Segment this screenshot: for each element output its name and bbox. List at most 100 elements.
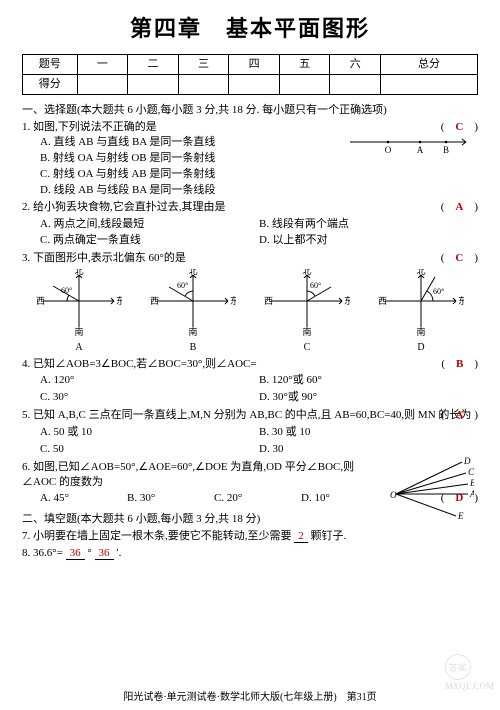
cell — [380, 74, 477, 94]
svg-text:东: 东 — [230, 295, 236, 306]
q8-mid: ° — [87, 547, 91, 559]
svg-text:南: 南 — [74, 326, 83, 337]
svg-text:南: 南 — [416, 326, 425, 337]
svg-text:B: B — [470, 478, 474, 488]
option: D. 30 — [259, 442, 478, 457]
option: A. 45° — [40, 491, 127, 506]
q7-answer: 2 — [294, 530, 308, 543]
option: C. 30° — [40, 390, 259, 405]
q4-text: 4. 已知∠AOB=3∠BOC,若∠BOC=30°,则∠AOC= — [22, 358, 257, 370]
q8-answer-deg: 36 — [66, 547, 85, 560]
q3-figures: 60° 北 南 东 西 A 60° 北 南 东 西 B — [22, 269, 478, 355]
q7-tail: 颗钉子. — [311, 530, 347, 542]
option: C. 两点确定一条直线 — [40, 233, 259, 248]
cell: 四 — [229, 54, 280, 74]
q1-figure: O A B — [348, 132, 468, 154]
q8-pre: 8. 36.6°= — [22, 547, 63, 559]
option: A. 两点之间,线段最短 — [40, 217, 259, 232]
q5-text: 5. 已知 A,B,C 三点在同一条直线上,M,N 分别为 AB,BC 的中点,… — [22, 409, 471, 421]
svg-text:60°: 60° — [61, 286, 72, 295]
cell: 五 — [279, 54, 330, 74]
cell — [330, 74, 381, 94]
cell — [178, 74, 229, 94]
q2-text: 2. 给小狗丢块食物,它会直扑过去,其理由是 — [22, 201, 226, 213]
svg-text:C: C — [468, 467, 474, 477]
question-2: 2. 给小狗丢块食物,它会直扑过去,其理由是 ( A ) — [22, 200, 478, 215]
q5-options: A. 50 或 10 B. 30 或 10 C. 50 D. 30 — [22, 424, 478, 458]
question-8: 8. 36.6°= 36 ° 36 ′. — [22, 546, 478, 561]
option: D. 以上都不对 — [259, 233, 478, 248]
cell — [77, 74, 128, 94]
cell: 总分 — [380, 54, 477, 74]
compass-b: 60° 北 南 东 西 B — [150, 269, 236, 355]
compass-a: 60° 北 南 东 西 A — [36, 269, 122, 355]
q6-figure: O A B C D E — [386, 456, 474, 525]
option: D. 10° — [301, 491, 388, 506]
compass-label: B — [150, 341, 236, 355]
answer-paren: ( A ) — [441, 200, 478, 215]
option: C. 50 — [40, 442, 259, 457]
chapter-title: 第四章 基本平面图形 — [22, 14, 478, 44]
compass-c: 60° 北 南 东 西 C — [264, 269, 350, 355]
q1-text: 1. 如图,下列说法不正确的是 — [22, 121, 157, 133]
svg-text:北: 北 — [302, 269, 311, 276]
question-1: 1. 如图,下列说法不正确的是 ( C ) O A B — [22, 120, 478, 135]
option: C. 射线 OA 与射线 AB 是同一条射线 — [40, 167, 478, 182]
option: B. 120°或 60° — [259, 373, 478, 388]
score-table: 题号 一 二 三 四 五 六 总分 得分 — [22, 54, 478, 95]
question-4: 4. 已知∠AOB=3∠BOC,若∠BOC=30°,则∠AOC= ( B ) — [22, 357, 478, 372]
svg-text:东: 东 — [458, 295, 464, 306]
cell: 得分 — [23, 74, 78, 94]
svg-text:南: 南 — [302, 326, 311, 337]
option: C. 20° — [214, 491, 301, 506]
svg-text:西: 西 — [378, 296, 387, 306]
q5-answer: A — [455, 409, 463, 421]
svg-text:北: 北 — [188, 269, 197, 276]
table-row: 题号 一 二 三 四 五 六 总分 — [23, 54, 478, 74]
q4-options: A. 120° B. 120°或 60° C. 30° D. 30°或 90° — [22, 372, 478, 406]
compass-label: C — [264, 341, 350, 355]
cell — [279, 74, 330, 94]
page-footer: 阳光试卷·单元测试卷·数学北师大版(七年级上册) 第31页 — [0, 691, 500, 705]
q8-tail: ′. — [116, 547, 121, 559]
q3-answer: C — [455, 252, 463, 264]
answer-paren: ( B ) — [441, 357, 478, 372]
svg-text:O: O — [390, 490, 397, 500]
option: D. 30°或 90° — [259, 390, 478, 405]
svg-text:D: D — [463, 456, 471, 466]
cell — [229, 74, 280, 94]
cell: 题号 — [23, 54, 78, 74]
cell: 二 — [128, 54, 179, 74]
svg-text:60°: 60° — [310, 281, 321, 290]
svg-text:60°: 60° — [433, 287, 444, 296]
answer-paren: ( C ) — [441, 251, 478, 266]
svg-text:B: B — [443, 145, 449, 154]
table-row: 得分 — [23, 74, 478, 94]
watermark-text: MXQE.COM — [445, 681, 494, 691]
answer-paren: ( A ) — [441, 408, 478, 423]
question-7: 7. 小明要在墙上固定一根木条,要使它不能转动,至少需要 2 颗钉子. — [22, 529, 478, 544]
q2-answer: A — [455, 201, 463, 213]
section-1-heading: 一、选择题(本大题共 6 小题,每小题 3 分,共 18 分. 每小题只有一个正… — [22, 103, 478, 118]
option: B. 30° — [127, 491, 214, 506]
svg-text:东: 东 — [344, 295, 350, 306]
svg-text:东: 东 — [116, 295, 122, 306]
option: D. 线段 AB 与线段 BA 是同一条线段 — [40, 183, 478, 198]
q6-text: 6. 如图,已知∠AOB=50°,∠AOE=60°,∠DOE 为直角,OD 平分… — [22, 461, 354, 488]
q2-options: A. 两点之间,线段最短 B. 线段有两个端点 C. 两点确定一条直线 D. 以… — [22, 216, 478, 250]
watermark-icon: 答案 — [445, 654, 471, 680]
svg-text:北: 北 — [74, 269, 83, 276]
cell: 一 — [77, 54, 128, 74]
svg-text:O: O — [385, 145, 392, 154]
option: B. 30 或 10 — [259, 425, 478, 440]
cell — [128, 74, 179, 94]
svg-text:北: 北 — [416, 269, 425, 276]
compass-label: D — [378, 341, 464, 355]
svg-text:西: 西 — [36, 296, 45, 306]
option: B. 线段有两个端点 — [259, 217, 478, 232]
question-3: 3. 下面图形中,表示北偏东 60°的是 ( C ) — [22, 251, 478, 266]
q4-answer: B — [456, 358, 463, 370]
svg-text:60°: 60° — [177, 281, 188, 290]
option: A. 120° — [40, 373, 259, 388]
q7-text: 7. 小明要在墙上固定一根木条,要使它不能转动,至少需要 — [22, 530, 292, 542]
